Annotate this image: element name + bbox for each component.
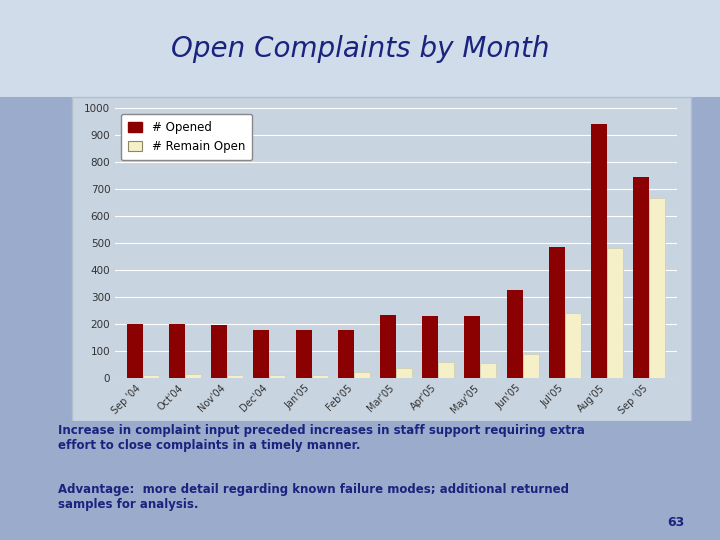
Bar — [549, 247, 565, 378]
Bar — [211, 325, 227, 378]
Bar — [295, 330, 312, 378]
Bar — [227, 375, 243, 378]
Text: 63: 63 — [667, 516, 684, 529]
Bar — [396, 368, 412, 378]
Bar — [523, 354, 539, 378]
Bar — [312, 375, 328, 378]
Bar — [269, 375, 285, 378]
Legend: # Opened, # Remain Open: # Opened, # Remain Open — [121, 114, 252, 160]
Bar — [634, 177, 649, 378]
Bar — [380, 315, 396, 378]
Bar — [422, 316, 438, 378]
Bar — [185, 374, 201, 378]
Text: Open Complaints by Month: Open Complaints by Month — [171, 35, 549, 63]
Text: Advantage:  more detail regarding known failure modes; additional returned
sampl: Advantage: more detail regarding known f… — [58, 483, 569, 511]
Bar — [480, 363, 497, 378]
Bar — [591, 124, 607, 378]
Bar — [607, 248, 624, 378]
Bar — [253, 330, 269, 378]
Bar — [354, 372, 370, 378]
Bar — [127, 324, 143, 378]
Bar — [507, 291, 523, 378]
Bar — [338, 330, 354, 378]
Bar — [649, 198, 665, 378]
Bar — [438, 362, 454, 378]
Text: Increase in complaint input preceded increases in staff support requiring extra
: Increase in complaint input preceded inc… — [58, 424, 585, 452]
Bar — [168, 324, 185, 378]
Bar — [565, 313, 581, 378]
Bar — [143, 375, 158, 378]
Bar — [464, 316, 480, 378]
